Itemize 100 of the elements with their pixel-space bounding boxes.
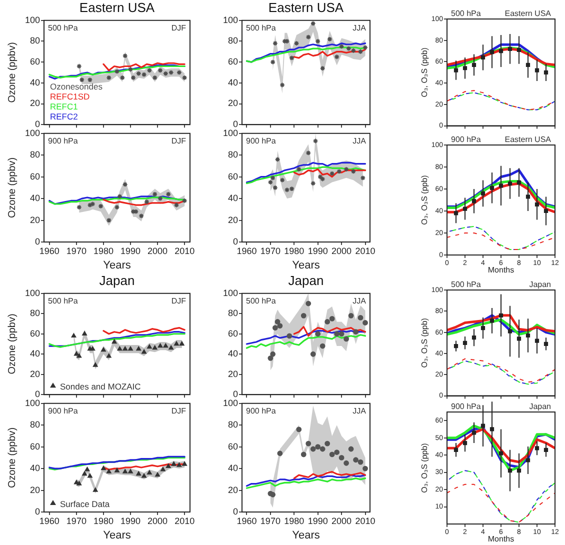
point: [130, 75, 136, 80]
y-tick-label: 100: [24, 288, 40, 298]
x-tick-label: 1980: [284, 516, 304, 526]
point: [306, 440, 312, 446]
annotation: DJF: [171, 296, 186, 306]
y-tick-label: 40: [30, 348, 40, 359]
x-tick-label: 1980: [284, 246, 304, 256]
line-series: [447, 232, 555, 250]
point: [76, 204, 82, 210]
annotation: DJF: [171, 23, 186, 32]
point: [274, 319, 280, 324]
y-tick-label: 0: [232, 506, 238, 516]
text: REFC1: [50, 102, 78, 112]
text: Eastern USA: [504, 135, 552, 144]
point: [152, 192, 158, 197]
chart-title: Japan: [287, 273, 325, 288]
point: [270, 492, 276, 498]
point: [158, 343, 163, 348]
point: [122, 346, 128, 351]
point: [296, 166, 302, 172]
point: [358, 459, 364, 465]
point: [84, 466, 90, 472]
point: [334, 331, 340, 337]
point: [136, 346, 142, 351]
point: [358, 314, 364, 320]
point: [76, 353, 82, 358]
y-tick-label: 0: [34, 506, 40, 516]
line-series: [447, 484, 555, 523]
point: [168, 70, 174, 76]
point: [138, 213, 144, 219]
y-tick-label: 80: [228, 308, 238, 318]
text: Japan: [529, 280, 551, 289]
y-tick-label: 0: [232, 389, 238, 400]
x-tick-label: 2010: [355, 516, 376, 526]
y-axis-title: Ozone (ppbv): [6, 314, 18, 374]
point: [92, 362, 98, 367]
point: [87, 77, 93, 82]
point: [182, 198, 188, 204]
x-tick-label: 1960: [236, 516, 257, 526]
y-tick-label: 80: [30, 36, 40, 46]
annotation: 500 hPa: [246, 23, 276, 32]
point: [320, 176, 326, 182]
point: [166, 192, 172, 197]
y-tick-label: 100: [222, 288, 238, 298]
y-tick-label: 20: [30, 98, 40, 108]
y-tick-label: 40: [30, 77, 40, 88]
point: [160, 466, 166, 472]
legend-label: Sondes and MOZAIC: [60, 382, 141, 392]
x-tick-label: 1970: [66, 516, 86, 526]
y-tick-label: 0: [232, 119, 238, 130]
y-tick-label: 80: [228, 36, 238, 46]
y-tick-label: 0: [34, 236, 40, 246]
point: [152, 345, 158, 350]
point: [310, 446, 316, 452]
x-tick-label: 1960: [39, 516, 60, 526]
legend-label: Surface Data: [60, 499, 110, 509]
x-tick-label: 2010: [174, 516, 195, 526]
line-series: [447, 470, 555, 523]
x-tick-label: 2010: [355, 246, 376, 256]
point: [272, 325, 278, 331]
y-tick-label: 100: [24, 14, 40, 25]
point: [71, 333, 76, 338]
point: [338, 44, 344, 50]
point: [346, 46, 352, 52]
x-axis-title: Months: [488, 534, 514, 544]
x-tick-label: 1960: [39, 246, 60, 256]
y-tick-label: 20: [30, 368, 40, 379]
y-tick-label: 60: [228, 328, 238, 338]
y-tick-label: 60: [30, 441, 40, 452]
x-tick-label: 1980: [93, 516, 114, 526]
point: [353, 457, 358, 463]
point: [114, 468, 120, 472]
x-axis-title: Months: [488, 265, 514, 274]
x-tick-label: 2000: [332, 516, 352, 526]
point: [284, 187, 290, 193]
point: [324, 319, 330, 324]
point: [182, 75, 188, 80]
point: [344, 460, 349, 466]
text: 500 hPa: [451, 9, 482, 18]
point: [270, 351, 276, 357]
x-tick-label: 2000: [148, 246, 168, 256]
point: [146, 68, 152, 74]
point: [117, 194, 122, 200]
point: [348, 312, 354, 318]
y-axis-title: O₃, O₃S (ppb): [420, 442, 430, 493]
point: [179, 341, 184, 346]
annotation: JJA: [352, 23, 367, 32]
point: [158, 68, 163, 74]
point: [82, 471, 87, 476]
x-tick-label: 1990: [120, 516, 141, 526]
point: [362, 44, 368, 50]
point: [117, 346, 122, 351]
point: [329, 316, 335, 322]
x-tick-label: 1970: [260, 516, 280, 526]
x-tick-label: 2000: [148, 516, 168, 526]
point: [300, 452, 306, 458]
y-tick-label: 60: [30, 56, 40, 67]
point: [106, 75, 112, 80]
point: [350, 48, 356, 54]
point: [329, 170, 335, 176]
